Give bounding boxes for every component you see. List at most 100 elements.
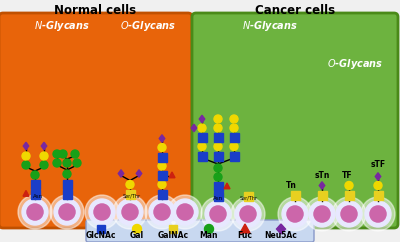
Bar [244, 191, 252, 201]
Text: $O$-Glycans: $O$-Glycans [327, 57, 383, 71]
Bar [30, 180, 40, 189]
Circle shape [214, 124, 222, 132]
Circle shape [341, 206, 357, 222]
Text: Asn: Asn [213, 196, 223, 201]
Bar [230, 133, 238, 142]
Text: Man: Man [200, 232, 218, 241]
Circle shape [361, 197, 395, 231]
Bar [97, 225, 105, 233]
Circle shape [22, 152, 30, 160]
Circle shape [53, 150, 61, 158]
Circle shape [374, 182, 382, 189]
Circle shape [365, 201, 391, 227]
Circle shape [198, 124, 206, 132]
Bar [198, 133, 206, 142]
Bar [158, 171, 166, 180]
Circle shape [40, 161, 48, 169]
Text: Asn: Asn [33, 194, 43, 199]
Bar [318, 190, 326, 199]
Circle shape [117, 199, 143, 225]
Bar [158, 152, 166, 161]
Bar [344, 190, 354, 199]
Polygon shape [169, 172, 175, 178]
Polygon shape [159, 135, 165, 142]
Circle shape [278, 197, 312, 231]
Circle shape [214, 143, 222, 151]
Bar [214, 133, 222, 142]
Circle shape [22, 199, 48, 225]
Polygon shape [191, 124, 197, 132]
Circle shape [59, 204, 75, 220]
Circle shape [122, 204, 138, 220]
Text: $N$-Glycans: $N$-Glycans [34, 19, 90, 33]
Circle shape [172, 199, 198, 225]
Text: $N$-Glycans: $N$-Glycans [242, 19, 298, 33]
Bar [198, 151, 206, 160]
Polygon shape [136, 170, 142, 177]
Circle shape [73, 159, 81, 167]
Circle shape [59, 150, 67, 158]
Circle shape [158, 144, 166, 151]
Text: GalNAc: GalNAc [158, 232, 188, 241]
Circle shape [230, 143, 238, 151]
Circle shape [345, 182, 353, 189]
Bar [374, 190, 382, 199]
Circle shape [230, 115, 238, 123]
Bar [62, 180, 72, 189]
Circle shape [287, 206, 303, 222]
Circle shape [210, 206, 226, 222]
Polygon shape [276, 224, 286, 234]
Circle shape [177, 204, 193, 220]
Polygon shape [240, 224, 250, 233]
Polygon shape [224, 183, 230, 189]
Circle shape [154, 204, 170, 220]
Circle shape [214, 164, 222, 172]
Circle shape [314, 206, 330, 222]
Text: Neu5Ac: Neu5Ac [264, 232, 298, 241]
Text: Normal cells: Normal cells [54, 3, 136, 16]
Circle shape [94, 204, 110, 220]
Bar [214, 182, 222, 191]
Circle shape [332, 197, 366, 231]
Text: sTn: sTn [314, 171, 330, 180]
Circle shape [85, 195, 119, 229]
Circle shape [71, 150, 79, 158]
Circle shape [63, 159, 71, 167]
Text: Cancer cells: Cancer cells [255, 3, 335, 16]
Text: Tn: Tn [286, 181, 296, 190]
Circle shape [214, 115, 222, 123]
Polygon shape [319, 182, 325, 189]
Circle shape [235, 201, 261, 227]
Circle shape [50, 195, 84, 229]
Bar [230, 151, 238, 160]
Polygon shape [118, 170, 124, 177]
Circle shape [282, 201, 308, 227]
Circle shape [231, 197, 265, 231]
Circle shape [31, 171, 39, 179]
Circle shape [309, 201, 335, 227]
Circle shape [336, 201, 362, 227]
FancyBboxPatch shape [0, 13, 192, 228]
Circle shape [113, 195, 147, 229]
FancyBboxPatch shape [86, 220, 314, 242]
Text: TF: TF [342, 171, 352, 180]
Circle shape [63, 170, 71, 178]
Circle shape [53, 159, 61, 167]
Circle shape [22, 161, 30, 169]
Polygon shape [23, 142, 29, 150]
Polygon shape [199, 115, 205, 123]
FancyBboxPatch shape [192, 13, 398, 228]
Polygon shape [375, 173, 381, 180]
Circle shape [205, 201, 231, 227]
Circle shape [158, 162, 166, 170]
Bar [30, 189, 40, 198]
Bar [290, 190, 300, 199]
Polygon shape [23, 190, 29, 196]
Circle shape [54, 199, 80, 225]
Text: Ser/Thr: Ser/Thr [123, 194, 141, 199]
Bar [169, 225, 177, 233]
Circle shape [204, 225, 214, 234]
Circle shape [149, 199, 175, 225]
Bar [62, 189, 72, 198]
Circle shape [145, 195, 179, 229]
